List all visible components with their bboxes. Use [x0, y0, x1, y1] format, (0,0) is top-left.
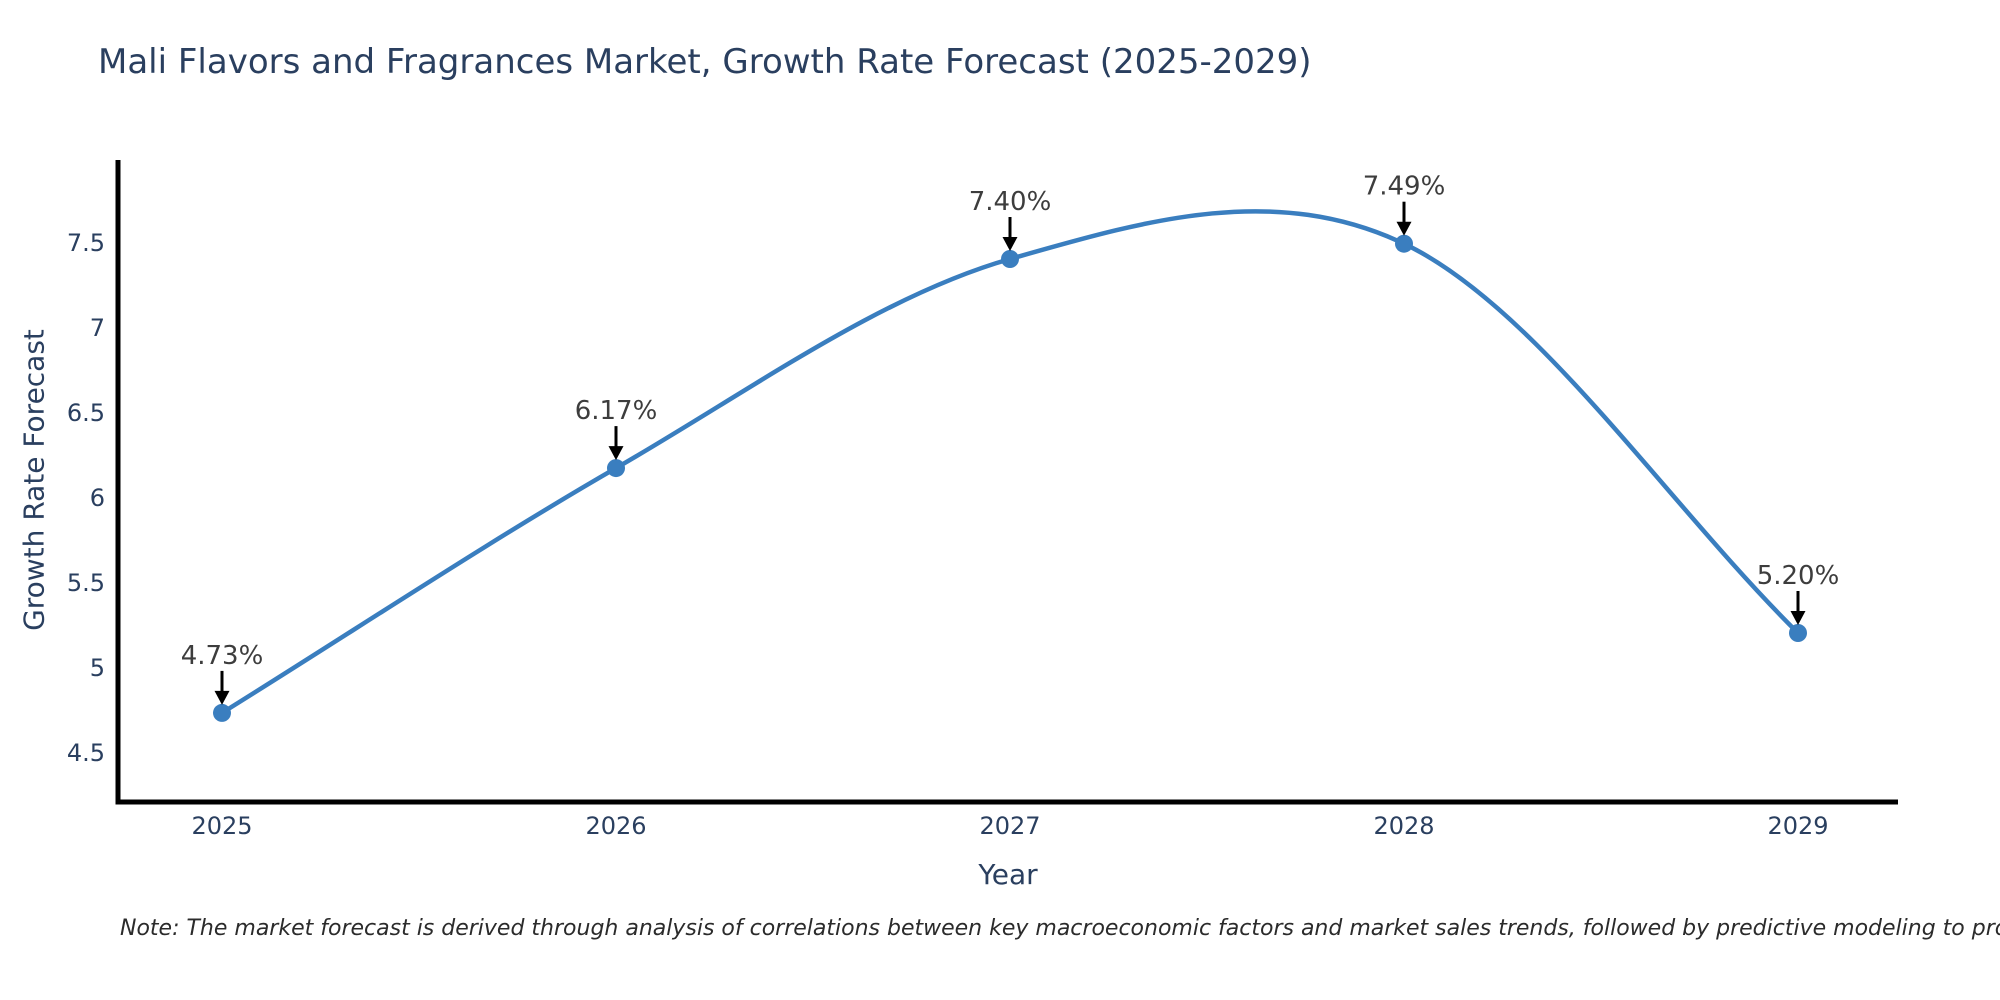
y-tick-label: 5.5	[67, 569, 105, 597]
x-tick-label: 2025	[191, 812, 252, 840]
data-point[interactable]	[1395, 234, 1413, 253]
y-tick-label: 6.5	[67, 399, 105, 427]
annotation-arrowhead	[1002, 237, 1018, 251]
x-axis-title: Year	[978, 858, 1038, 891]
y-tick-label: 7.5	[67, 229, 105, 257]
annotation-arrowhead	[1396, 221, 1412, 236]
y-tick-label: 5	[90, 654, 105, 682]
data-point[interactable]	[1001, 250, 1019, 268]
y-tick-label: 4.5	[67, 739, 105, 767]
point-value-label: 7.40%	[969, 187, 1052, 217]
annotation-arrowhead	[1790, 611, 1806, 625]
x-tick-label: 2028	[1373, 812, 1434, 840]
annotation-arrowhead	[608, 446, 624, 461]
point-value-label: 5.20%	[1757, 561, 1840, 591]
y-tick-label: 7	[90, 314, 105, 342]
footnote: Note: The market forecast is derived thr…	[120, 916, 2000, 941]
point-value-label: 6.17%	[575, 396, 658, 426]
y-tick-label: 6	[90, 484, 105, 512]
data-point[interactable]	[213, 703, 231, 722]
forecast-line	[220, 209, 1800, 715]
point-value-label: 7.49%	[1363, 172, 1446, 202]
x-tick-label: 2027	[979, 812, 1040, 840]
data-point[interactable]	[607, 459, 625, 478]
data-point[interactable]	[1789, 624, 1807, 642]
x-tick-label: 2026	[585, 812, 646, 840]
annotation-arrowhead	[214, 690, 230, 705]
point-value-label: 4.73%	[181, 641, 264, 671]
x-tick-label: 2029	[1767, 812, 1828, 840]
chart-title: Mali Flavors and Fragrances Market, Grow…	[98, 42, 1312, 82]
